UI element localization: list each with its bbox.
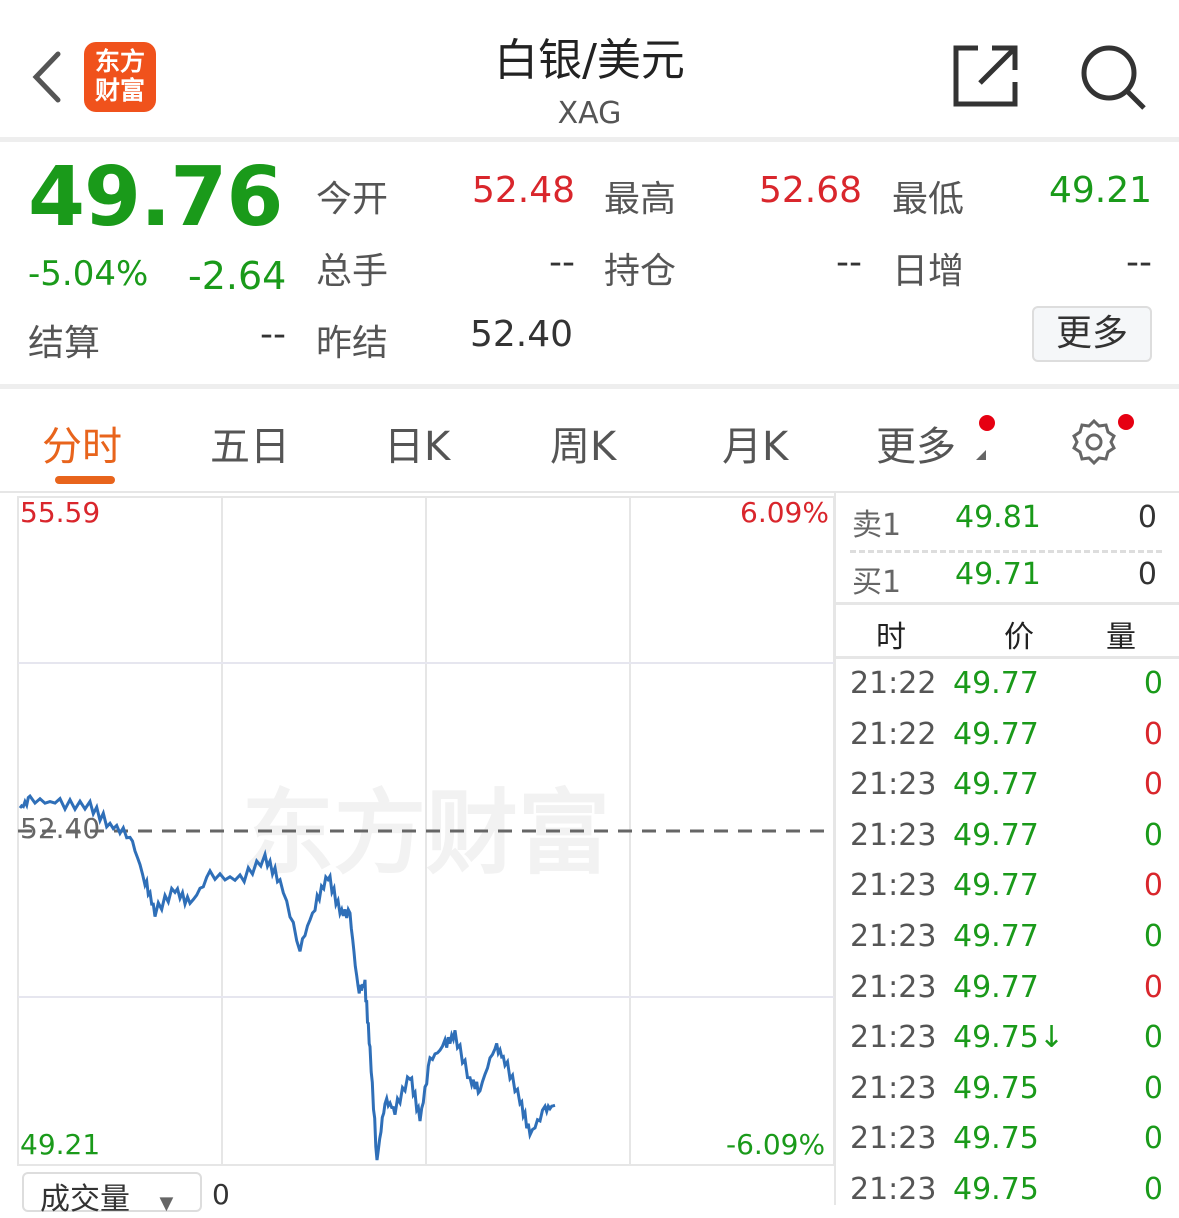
tick-volume: 0 — [1143, 1070, 1163, 1106]
eastmoney-logo: 东方 财富 — [84, 42, 156, 112]
field-label: 昨结 — [316, 323, 389, 364]
field-label: 结算 — [28, 323, 101, 364]
divider — [0, 384, 1179, 389]
dropdown-triangle-icon — [976, 450, 986, 460]
tick-price: 49.77 — [953, 868, 1039, 904]
volume-indicator-select[interactable]: 成交量 ▼ — [22, 1172, 202, 1217]
more-quote-button[interactable]: 更多 — [1032, 306, 1152, 362]
logo-text: 东方 — [94, 47, 145, 76]
last-price: 49.76 — [28, 150, 283, 245]
tick-price: 49.77 — [953, 716, 1039, 752]
tab-2[interactable]: 日K — [384, 424, 451, 470]
tick-price: 49.77 — [953, 969, 1039, 1005]
orderbook-volume: 0 — [1137, 500, 1157, 535]
tick-volume: 0 — [1143, 1020, 1163, 1056]
field-value: 52.40 — [470, 314, 574, 355]
tick-time: 21:23 — [850, 919, 937, 954]
ticks-header: 价 — [1004, 620, 1034, 655]
field-value: -- — [836, 242, 862, 283]
orderbook-price: 49.71 — [955, 557, 1041, 592]
field-label: 最低 — [892, 179, 965, 220]
field-label: 持仓 — [604, 251, 677, 292]
orderbook-volume: 0 — [1137, 557, 1157, 592]
volume-selector-label: 成交量 — [40, 1182, 130, 1217]
notification-dot — [1118, 414, 1134, 430]
tick-time: 21:23 — [850, 1121, 937, 1157]
change-percent: -5.04% — [28, 254, 149, 294]
page-title: 白银/美元 — [494, 35, 685, 86]
field-value: -- — [1126, 242, 1152, 283]
field-value: 52.48 — [471, 170, 575, 211]
divider — [834, 493, 836, 1205]
tick-price: 49.77 — [953, 767, 1039, 803]
logo-text: 财富 — [94, 76, 145, 105]
tick-volume: 0 — [1143, 716, 1163, 752]
tick-price: 49.77 — [953, 817, 1039, 853]
tick-time: 21:23 — [850, 1020, 937, 1056]
pct-min-label: -6.09% — [726, 1128, 826, 1161]
tab-3[interactable]: 周K — [550, 424, 617, 470]
ticks-header: 量 — [1106, 620, 1136, 655]
field-label: 日增 — [892, 251, 965, 292]
tab-0[interactable]: 分时 — [42, 424, 122, 470]
tick-price: 49.77 — [953, 919, 1039, 954]
tick-volume: 0 — [1143, 969, 1163, 1005]
tick-volume: 0 — [1143, 767, 1163, 803]
chart-area — [0, 491, 1179, 1205]
tick-price: 49.75 — [953, 1121, 1039, 1157]
tick-time: 21:23 — [850, 1070, 937, 1106]
tick-price: 49.75 — [953, 1172, 1039, 1207]
pct-max-label: 6.09% — [740, 496, 829, 529]
tick-volume: 0 — [1143, 919, 1163, 954]
field-value: -- — [549, 242, 575, 283]
field-label: 今开 — [316, 179, 389, 220]
volume-value: 0 — [212, 1178, 230, 1211]
top-bar — [0, 0, 1179, 142]
tick-time: 21:23 — [850, 868, 937, 904]
symbol-code: XAG — [557, 96, 622, 131]
field-label: 总手 — [316, 251, 389, 292]
tick-volume: 0 — [1143, 666, 1163, 701]
tick-time: 21:23 — [850, 767, 937, 803]
tick-volume: 0 — [1143, 868, 1163, 904]
orderbook-label: 买1 — [852, 565, 902, 600]
tick-volume: 0 — [1143, 1172, 1163, 1207]
share-icon[interactable] — [952, 44, 1018, 108]
price-line — [18, 793, 556, 1161]
divider — [850, 550, 1162, 553]
y-max-label: 55.59 — [20, 496, 101, 529]
intraday-chart[interactable]: 东方财富 — [0, 493, 836, 1173]
tab-4[interactable]: 月K — [722, 424, 789, 470]
y-min-label: 49.21 — [20, 1128, 101, 1161]
tick-price: 49.77 — [953, 666, 1039, 701]
tab-5[interactable]: 更多 — [876, 424, 956, 470]
tick-price: 49.75 — [953, 1070, 1039, 1106]
orderbook-price: 49.81 — [955, 500, 1041, 535]
tick-volume: 0 — [1143, 1121, 1163, 1157]
field-value: -- — [260, 314, 286, 355]
ticks-header: 时 — [876, 620, 906, 655]
active-tab-indicator — [55, 476, 115, 484]
tick-price: 49.75↓ — [953, 1020, 1065, 1056]
tick-time: 21:23 — [850, 969, 937, 1005]
back-icon[interactable] — [30, 50, 64, 104]
notification-dot — [979, 415, 995, 431]
change-amount: -2.64 — [188, 254, 287, 298]
tick-time: 21:23 — [850, 817, 937, 853]
orderbook-label: 卖1 — [852, 508, 902, 543]
ref-price-label: 52.40 — [20, 812, 101, 845]
divider — [836, 656, 1179, 659]
settings-gear-icon[interactable] — [1070, 418, 1118, 466]
divider — [836, 602, 1179, 605]
tick-time: 21:23 — [850, 1172, 937, 1207]
field-value: 52.68 — [758, 170, 862, 211]
tick-time: 21:22 — [850, 716, 937, 752]
chevron-down-icon: ▼ — [159, 1193, 174, 1214]
field-label: 最高 — [604, 179, 677, 220]
tick-time: 21:22 — [850, 666, 937, 701]
field-value: 49.21 — [1048, 170, 1152, 211]
tick-volume: 0 — [1143, 817, 1163, 853]
search-icon[interactable] — [1080, 44, 1146, 110]
tab-1[interactable]: 五日 — [210, 424, 290, 470]
